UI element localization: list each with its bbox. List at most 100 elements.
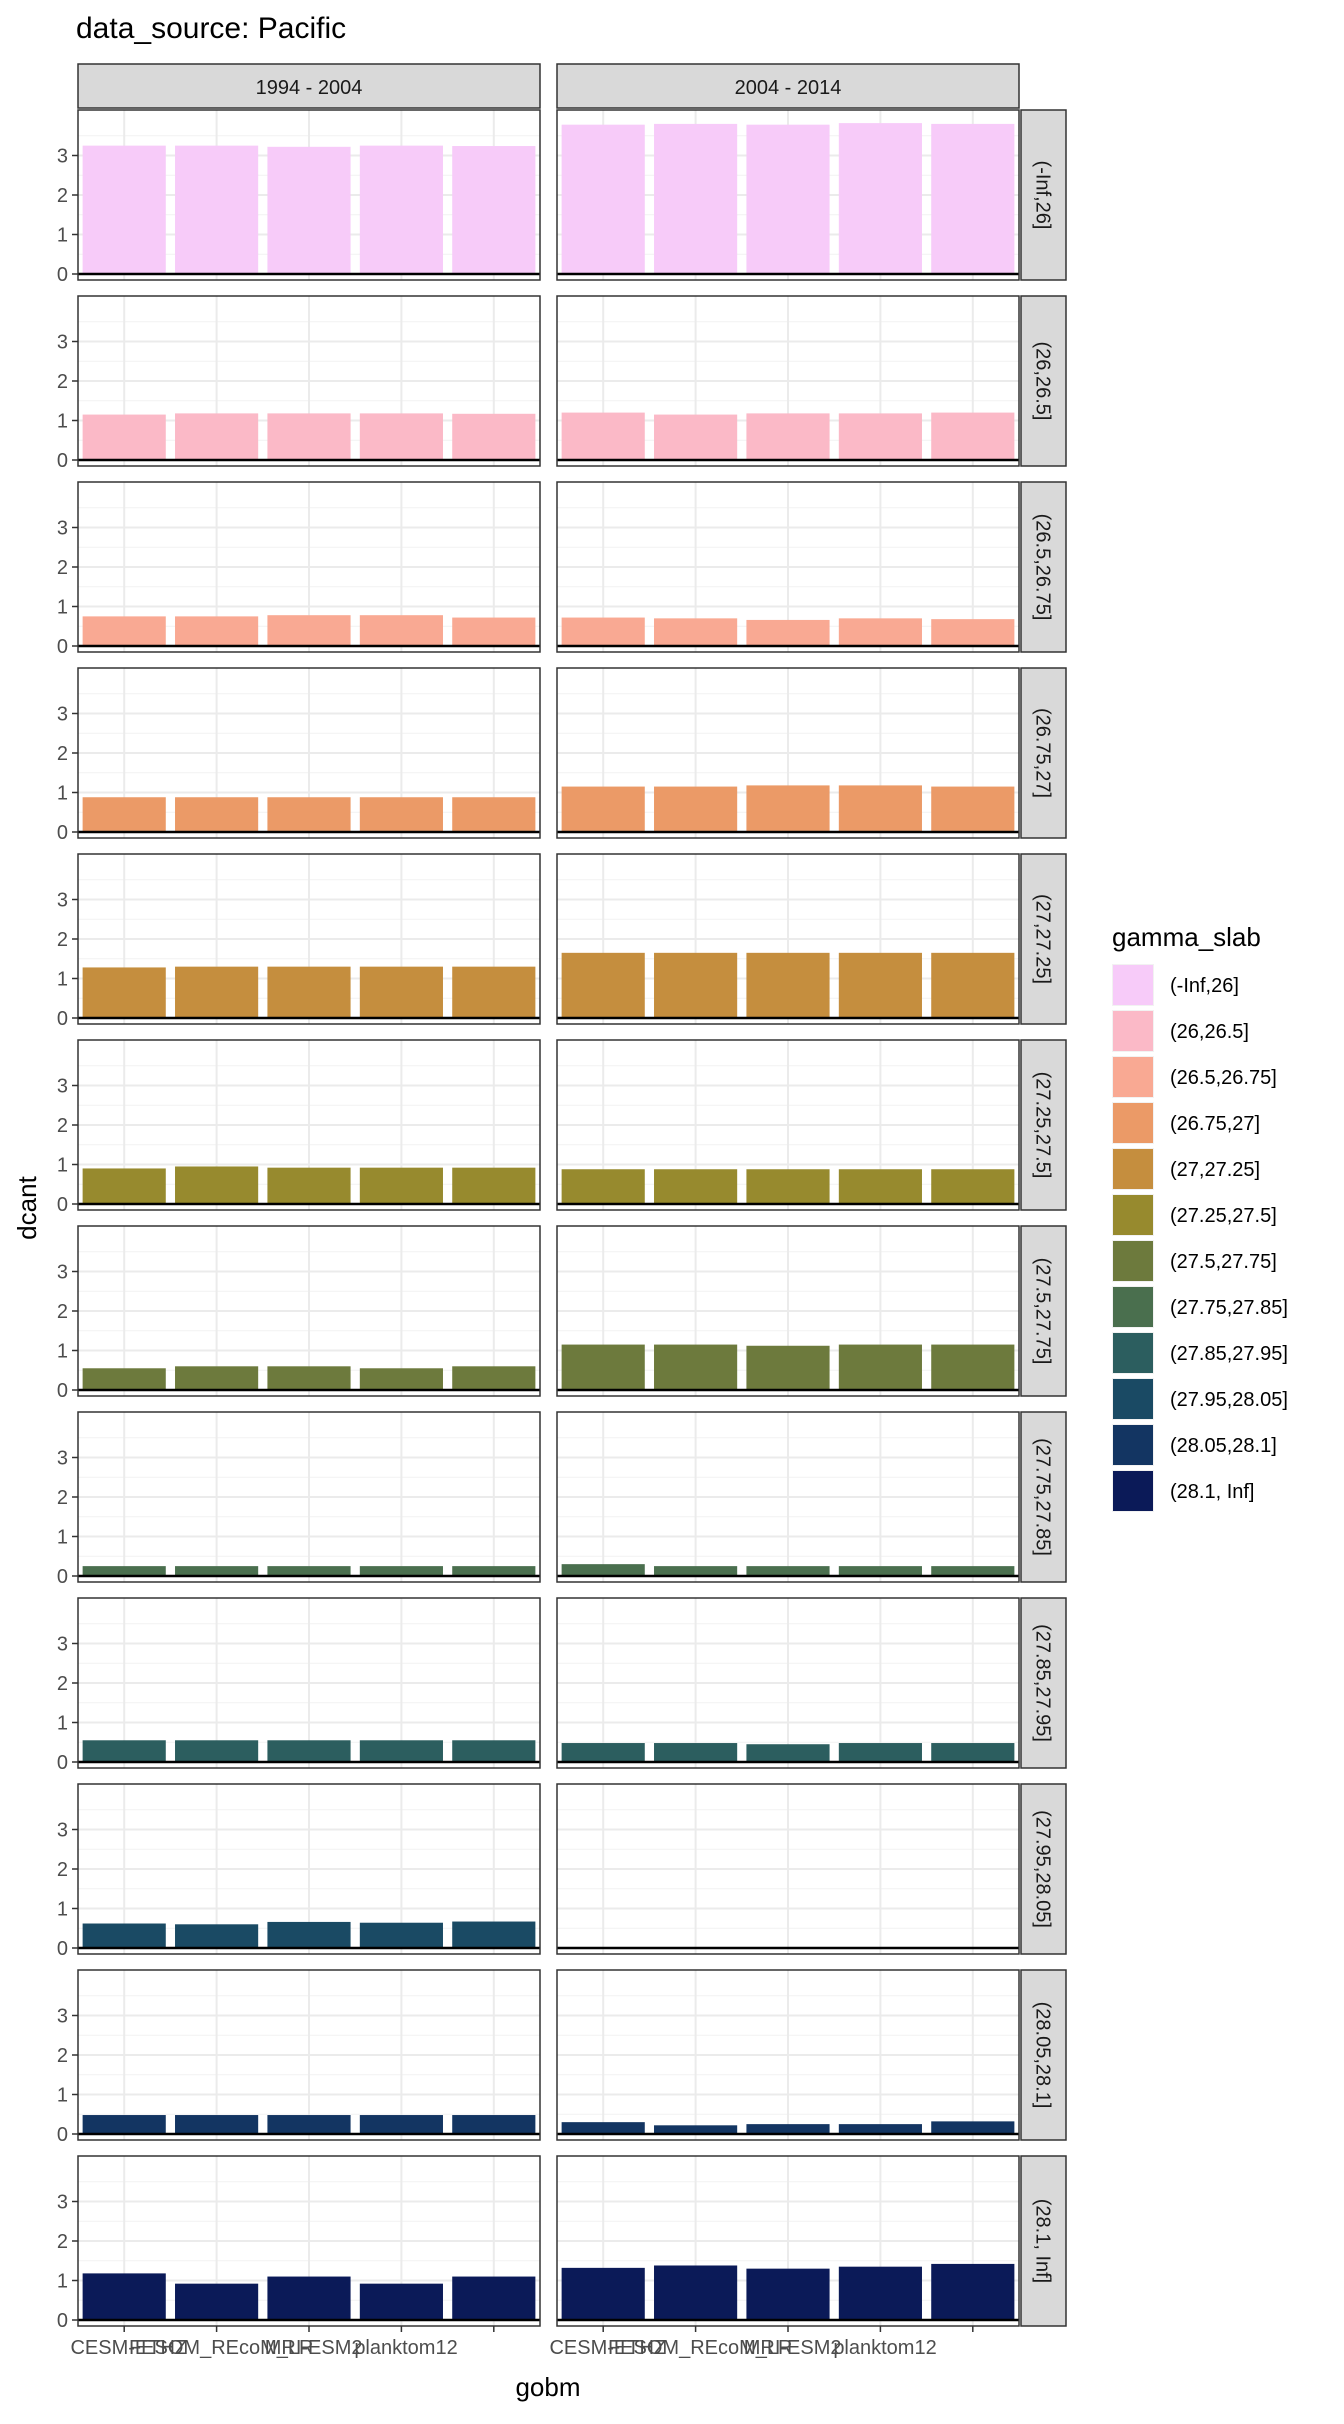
legend-key — [1113, 1241, 1153, 1281]
y-tick-label: 2 — [57, 1487, 68, 1509]
bar — [561, 412, 645, 460]
bar — [561, 1564, 645, 1576]
bar — [82, 1566, 166, 1576]
y-tick-label: 3 — [57, 146, 68, 168]
bar — [838, 1566, 922, 1576]
bar — [267, 2115, 351, 2134]
bar — [838, 952, 922, 1018]
legend-key — [1113, 965, 1153, 1005]
chart-title: data_source: Pacific — [76, 12, 346, 45]
bar — [359, 797, 443, 832]
panel-border — [556, 1597, 1020, 1769]
bar — [82, 1740, 166, 1762]
bar — [82, 797, 166, 832]
bar — [561, 952, 645, 1018]
row-strip — [1020, 1969, 1067, 2141]
bar — [452, 1167, 536, 1204]
x-tick-label: MRI-ESM2 — [265, 2337, 363, 2359]
bar — [82, 1923, 166, 1948]
row-strip-label: (27.85,27.95] — [1032, 1624, 1054, 1742]
bar — [359, 615, 443, 646]
bar — [452, 413, 536, 460]
bar — [931, 619, 1015, 646]
row-strip — [1020, 667, 1067, 839]
y-tick-label: 2 — [57, 743, 68, 765]
bar — [654, 786, 738, 832]
panel-border — [556, 853, 1020, 1025]
bar — [838, 413, 922, 460]
y-tick-label: 1 — [57, 969, 68, 991]
y-tick-label: 3 — [57, 1634, 68, 1656]
legend-key — [1113, 1379, 1153, 1419]
y-tick-label: 0 — [57, 2124, 68, 2146]
bar — [561, 1344, 645, 1390]
bar — [359, 966, 443, 1018]
bar — [175, 145, 259, 274]
x-tick-label: FESOM_REcoM_LR — [608, 2337, 793, 2359]
legend-key — [1113, 1195, 1153, 1235]
row-strip — [1020, 1039, 1067, 1211]
bar — [82, 616, 166, 646]
bar — [175, 2283, 259, 2320]
y-tick-label: 2 — [57, 185, 68, 207]
y-tick-label: 0 — [57, 2310, 68, 2332]
x-tick-label: MRI-ESM2 — [744, 2337, 842, 2359]
bar — [359, 2115, 443, 2134]
bar — [838, 2124, 922, 2134]
y-tick-label: 2 — [57, 371, 68, 393]
bar — [654, 2265, 738, 2320]
bar — [654, 952, 738, 1018]
panel-border — [556, 1039, 1020, 1211]
legend-label: (27.75,27.85] — [1170, 1297, 1288, 1319]
row-strip-label: (27.75,27.85] — [1032, 1438, 1054, 1556]
legend-key — [1113, 1103, 1153, 1143]
bar — [838, 785, 922, 832]
y-tick-label: 3 — [57, 1448, 68, 1470]
y-tick-label: 0 — [57, 1008, 68, 1030]
bar — [452, 966, 536, 1018]
y-tick-label: 3 — [57, 1076, 68, 1098]
bar — [359, 1167, 443, 1204]
bar — [175, 1924, 259, 1948]
bar — [838, 1169, 922, 1204]
y-tick-label: 0 — [57, 1566, 68, 1588]
panel-border — [556, 667, 1020, 839]
x-tick-label: CESM-ETHZ — [70, 2337, 187, 2359]
bar — [452, 1921, 536, 1948]
bar — [654, 1344, 738, 1390]
column-strip — [77, 63, 541, 109]
bar — [452, 1366, 536, 1390]
panel-border — [556, 295, 1020, 467]
y-tick-label: 1 — [57, 1341, 68, 1363]
bar — [82, 967, 166, 1018]
bar — [82, 2115, 166, 2134]
column-strip-label: 1994 - 2004 — [256, 77, 363, 99]
bar — [746, 2124, 830, 2134]
row-strip-label: (26,26.5] — [1032, 342, 1054, 421]
legend-label: (27.5,27.75] — [1170, 1251, 1277, 1273]
bar — [267, 966, 351, 1018]
y-tick-label: 2 — [57, 1673, 68, 1695]
bar — [931, 952, 1015, 1018]
y-tick-label: 2 — [57, 929, 68, 951]
bar — [82, 145, 166, 274]
y-tick-label: 0 — [57, 450, 68, 472]
legend-label: (26.5,26.75] — [1170, 1067, 1277, 1089]
x-tick-label: CESM-ETHZ — [549, 2337, 666, 2359]
x-tick-label: FESOM_REcoM_LR — [129, 2337, 314, 2359]
row-strip-label: (27.95,28.05] — [1032, 1810, 1054, 1928]
panel-border — [556, 1411, 1020, 1583]
panel-border — [556, 1969, 1020, 2141]
bar — [561, 1169, 645, 1204]
legend-key — [1113, 1149, 1153, 1189]
legend: (-Inf,26] (26,26.5] (26.5,26.75] (26.75,27]… — [1112, 964, 1288, 1512]
bar — [267, 1566, 351, 1576]
legend-key — [1113, 1471, 1153, 1511]
y-tick-label: 1 — [57, 1527, 68, 1549]
bar — [452, 1740, 536, 1762]
bar — [267, 1167, 351, 1204]
bar — [746, 785, 830, 832]
y-tick-label: 1 — [57, 597, 68, 619]
y-tick-label: 1 — [57, 2085, 68, 2107]
